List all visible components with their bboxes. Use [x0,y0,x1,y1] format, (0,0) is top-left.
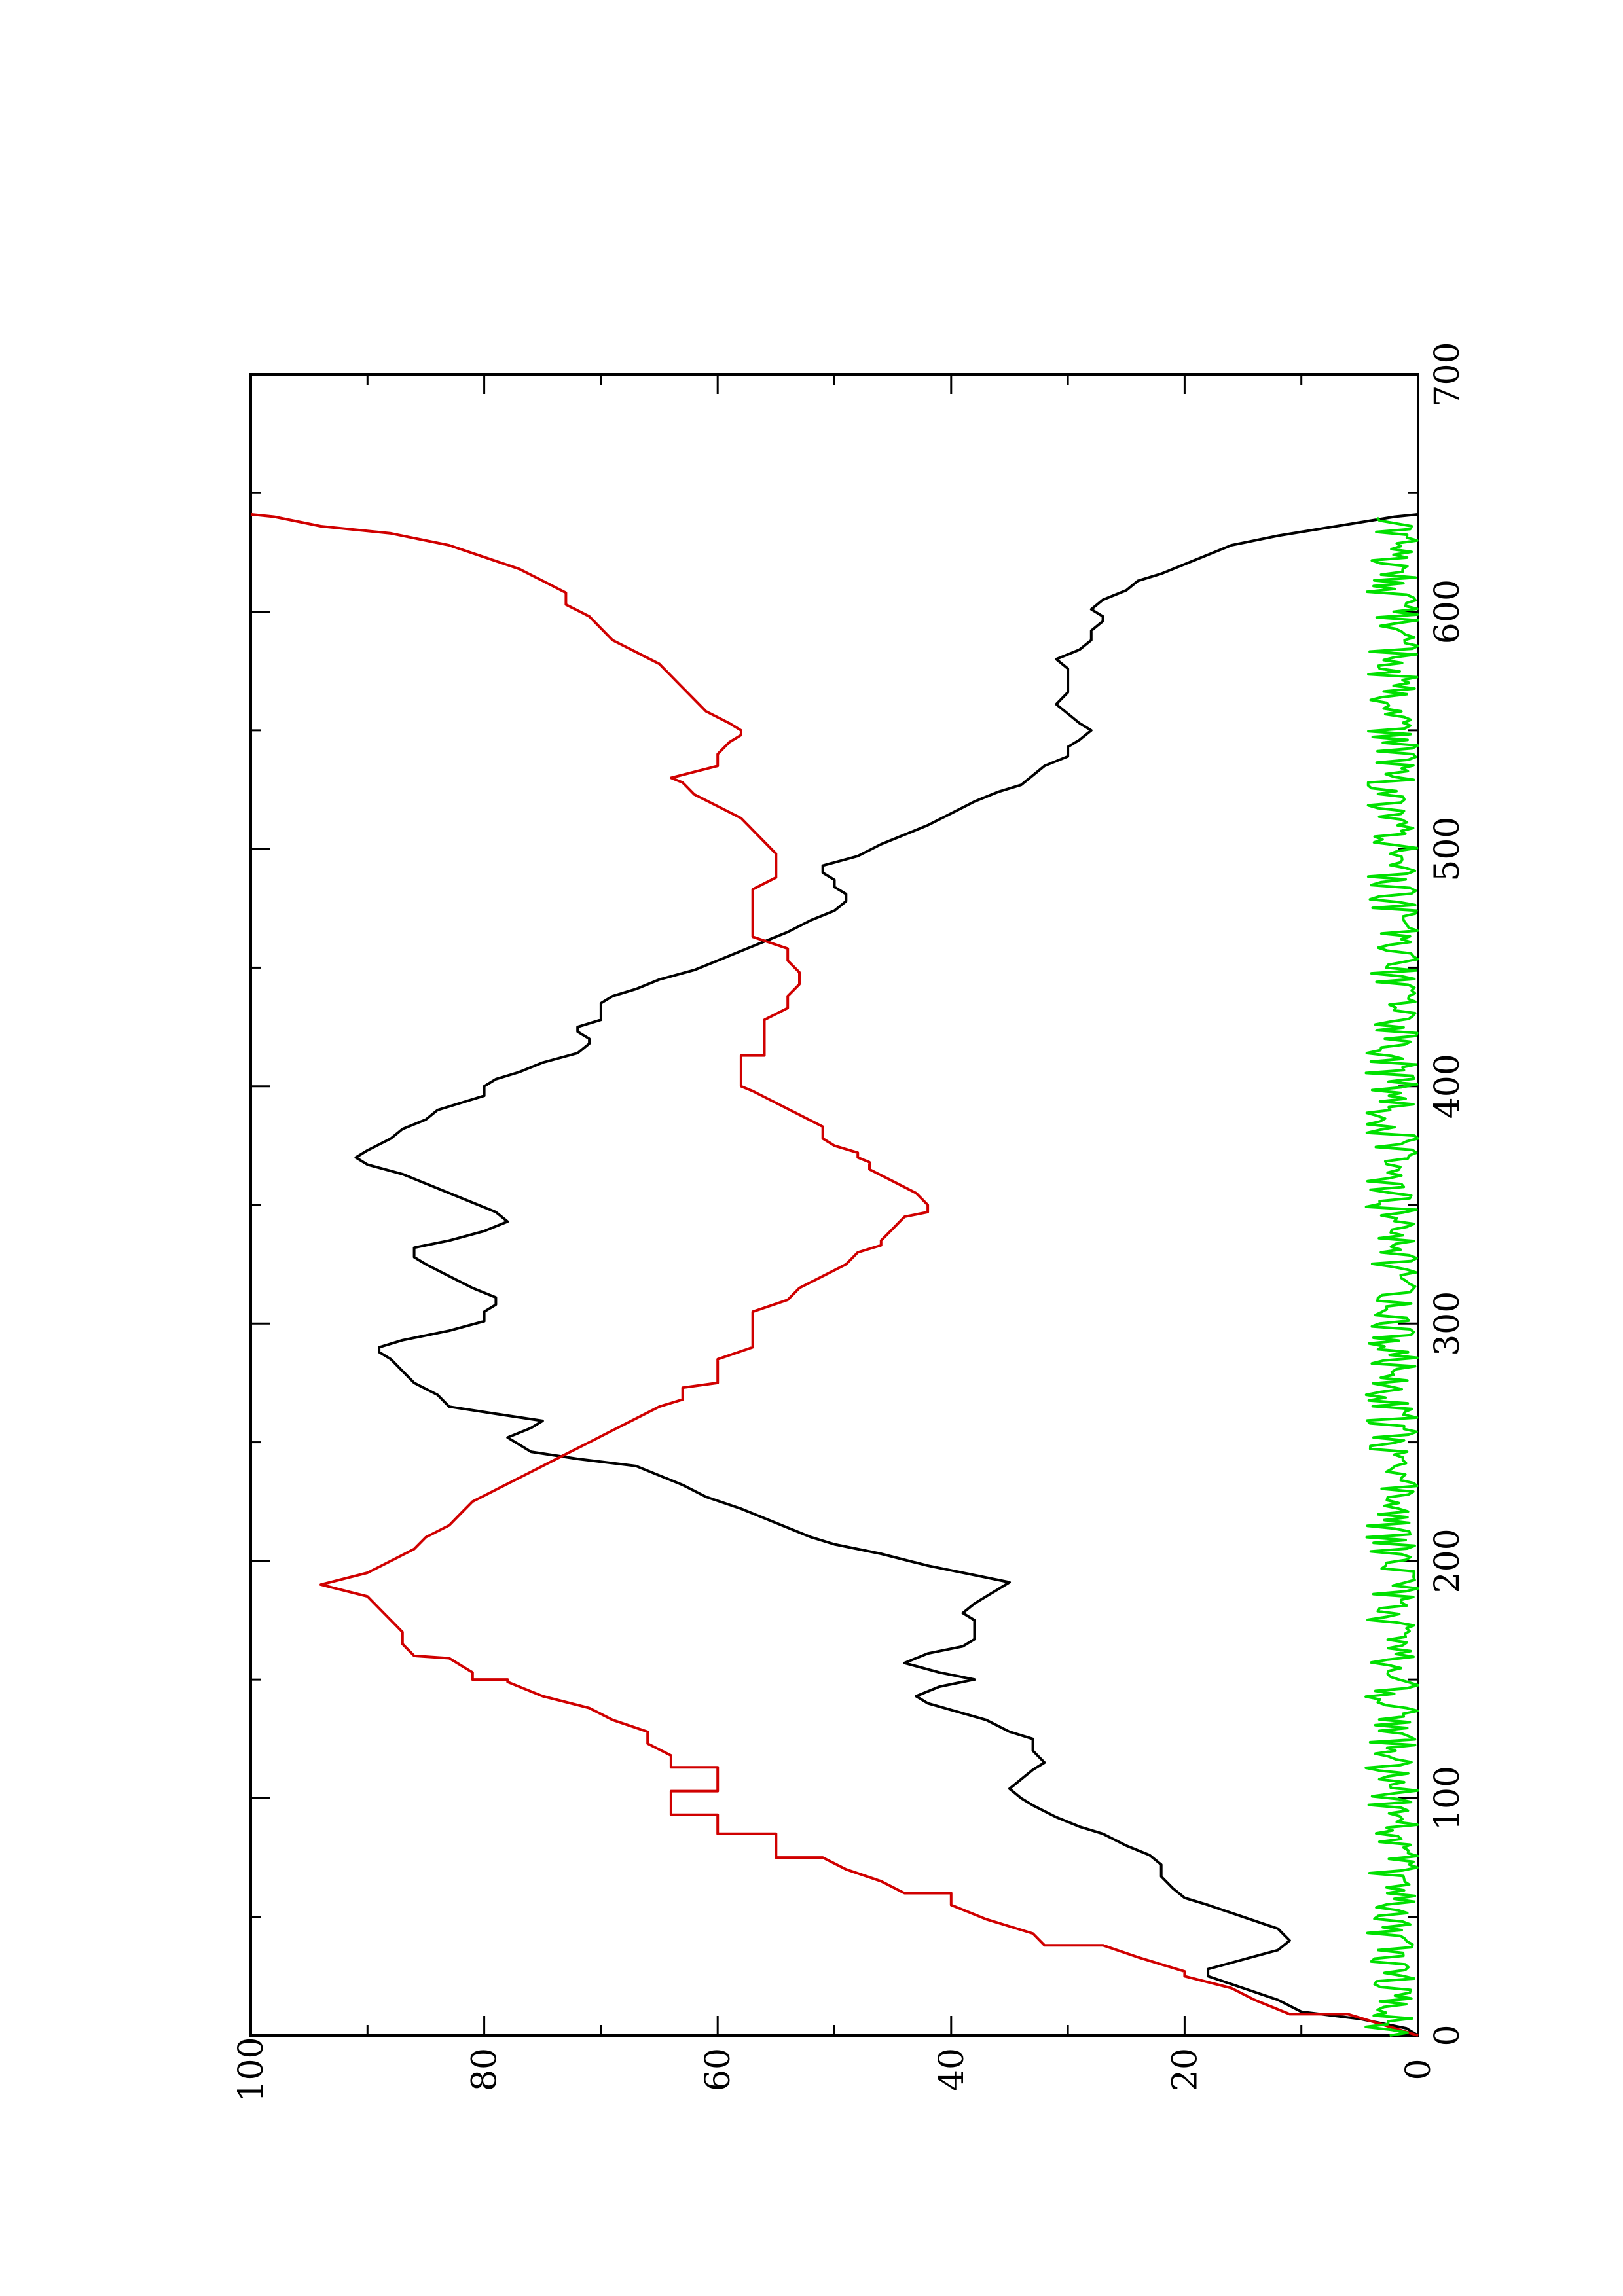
x-tick-label: 100 [1428,1766,1467,1831]
plot-frame [249,373,1419,2037]
x-tick-label: 500 [1428,817,1467,882]
x-tick-label: 400 [1428,1054,1467,1119]
series-layer [250,512,1419,2037]
y-tick-label: 80 [465,2048,505,2091]
axis-ticks [251,374,1418,2036]
x-tick-label: 700 [1428,342,1467,406]
x-tick-label: 200 [1428,1528,1467,1593]
x-tick-label: 600 [1428,579,1467,644]
series-line-3 [1364,516,1419,2037]
y-tick-label: 0 [1399,2058,1438,2080]
x-tick-label: 300 [1428,1291,1467,1356]
y-tick-label: 100 [232,2037,271,2102]
y-tick-label: 40 [932,2048,972,2091]
axis-tick-labels: 0 100 200 300 400 500 600 700 0 20 40 60 80 100 [232,342,1467,2102]
series-line-2 [250,512,1419,2037]
series-line-1 [354,512,1419,2037]
x-tick-label: 0 [1428,2024,1467,2046]
y-tick-label: 60 [699,2048,738,2091]
y-tick-label: 20 [1165,2048,1205,2091]
